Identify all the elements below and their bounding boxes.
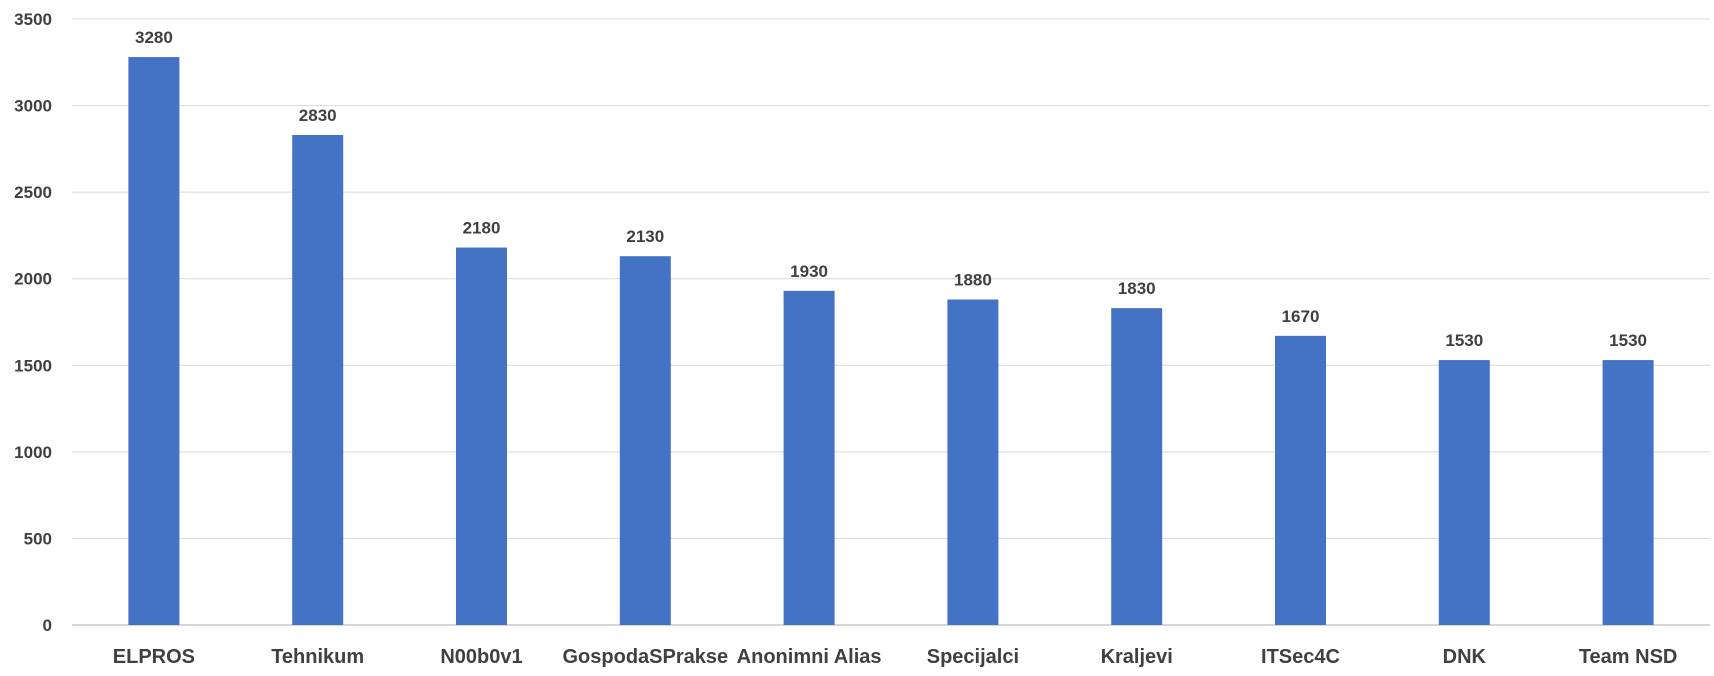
- x-tick-label: Anonimni Alias: [737, 646, 882, 668]
- data-label: 1880: [954, 270, 992, 289]
- x-tick-label: Tehnikum: [271, 646, 364, 668]
- y-tick-label: 3000: [14, 97, 52, 116]
- data-label: 1830: [1118, 279, 1156, 298]
- y-tick-label: 2500: [14, 183, 52, 202]
- y-axis-ticks: 0 500 1000 1500 2000 2500 3000 3500: [14, 10, 52, 635]
- x-axis-ticks: ELPROS Tehnikum N00b0v1 GospodaSPrakse Anoni…: [113, 646, 1678, 668]
- bars: [128, 57, 1654, 625]
- y-tick-label: 1000: [14, 443, 52, 462]
- bar: [128, 57, 180, 625]
- data-label: 1530: [1445, 331, 1483, 350]
- x-tick-label: Specijalci: [927, 646, 1019, 668]
- bar: [292, 135, 344, 625]
- y-tick-label: 0: [43, 616, 52, 635]
- y-tick-label: 2000: [14, 270, 52, 289]
- gridlines: [72, 18, 1710, 626]
- bar: [1438, 360, 1490, 625]
- x-tick-label: Kraljevi: [1101, 646, 1173, 668]
- bar: [1275, 335, 1326, 625]
- data-label: 1670: [1282, 307, 1320, 326]
- x-tick-label: N00b0v1: [440, 646, 522, 668]
- bar: [1111, 308, 1163, 625]
- x-tick-label: ITSec4C: [1261, 646, 1340, 668]
- data-label: 2180: [463, 219, 501, 238]
- y-tick-label: 500: [24, 529, 52, 548]
- data-label: 1530: [1609, 331, 1647, 350]
- data-label: 2130: [626, 227, 664, 246]
- bar: [456, 247, 507, 625]
- x-tick-label: DNK: [1443, 646, 1487, 668]
- bar: [1602, 360, 1654, 625]
- bar: [947, 299, 999, 625]
- data-label: 3280: [135, 28, 173, 47]
- y-tick-label: 3500: [14, 10, 52, 29]
- data-labels: 3280 2830 2180 2130 1930 1880 1830 1670 1530 1530: [135, 28, 1647, 350]
- bar: [783, 290, 835, 625]
- y-tick-label: 1500: [14, 356, 52, 375]
- bar: [619, 256, 671, 625]
- x-tick-label: GospodaSPrakse: [562, 646, 728, 668]
- x-tick-label: ELPROS: [113, 646, 195, 668]
- data-label: 2830: [299, 106, 337, 125]
- x-tick-label: Team NSD: [1579, 646, 1678, 668]
- data-label: 1930: [790, 262, 828, 281]
